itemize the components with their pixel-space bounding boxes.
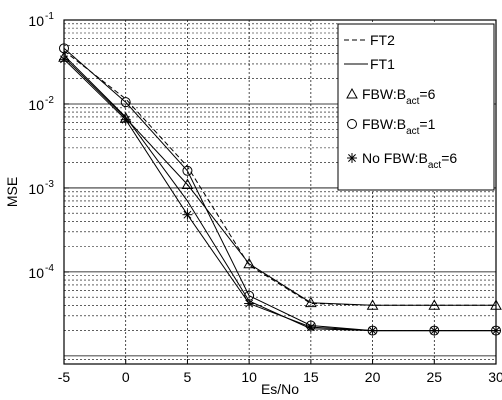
star-marker: [120, 114, 131, 125]
x-tick-label: 0: [122, 369, 130, 385]
legend-box: [337, 23, 495, 191]
y-tick-exponent: -1: [45, 11, 54, 22]
star-stroke: [121, 115, 130, 124]
y-axis-label: MSE: [4, 177, 20, 207]
legend-label: FT1: [370, 56, 395, 72]
x-tick-label: 10: [241, 369, 257, 385]
series-line: [63, 56, 496, 306]
star-stroke: [306, 323, 315, 332]
star-stroke: [430, 326, 439, 335]
y-tick-exponent: -3: [45, 179, 54, 190]
legend-label: FT2: [370, 32, 395, 48]
triangle-marker: [181, 178, 194, 189]
series-no-fbw-b-act-6: [59, 54, 501, 336]
star-stroke: [183, 210, 192, 219]
circle-marker: [182, 165, 193, 176]
x-tick-label: 15: [303, 369, 319, 385]
circle-marker: [347, 119, 357, 129]
triangle-marker: [305, 296, 317, 308]
legend-item: FBW:Bact=1: [347, 116, 436, 137]
legend-item: No FBW:Bact=6: [347, 150, 457, 171]
triangle-marker: [428, 299, 441, 310]
y-tick-label: 10: [28, 181, 44, 197]
star-marker: [429, 325, 440, 336]
legend-item: FBW:Bact=6: [346, 86, 436, 107]
star-marker: [367, 325, 378, 336]
star-stroke: [348, 154, 356, 162]
triangle-marker: [346, 87, 358, 99]
x-tick-label: 25: [426, 369, 442, 385]
x-tick-label: 5: [184, 369, 192, 385]
x-tick-label: 30: [488, 369, 502, 385]
star-stroke: [368, 326, 377, 335]
star-marker: [347, 153, 357, 163]
star-marker: [305, 322, 316, 333]
series-line: [63, 58, 496, 332]
triangle-marker: [366, 299, 379, 310]
legend-label: No FBW:Bact=6: [362, 150, 457, 171]
y-tick-exponent: -2: [45, 95, 54, 106]
star-stroke: [245, 299, 254, 308]
x-tick-label: 20: [365, 369, 381, 385]
plot-frame: [63, 19, 497, 365]
series-layer: [58, 43, 502, 336]
y-tick-label: 10: [28, 265, 44, 281]
legend: FT2 FT1 FBW:Bact=6 FBW:Bact=1 No FBW:Bact=6: [337, 23, 495, 191]
legend-item: FT1: [344, 56, 395, 72]
x-axis-label: Es/No: [261, 381, 299, 397]
x-tick-label: -5: [58, 369, 71, 385]
legend-item: FT2: [344, 32, 395, 48]
star-marker: [244, 298, 255, 309]
legend-label: FBW:Bact=1: [362, 116, 436, 137]
y-tick-label: 10: [28, 13, 44, 29]
legend-label: FBW:Bact=6: [362, 86, 436, 107]
star-marker: [182, 209, 193, 220]
y-tick-label: 10: [28, 97, 44, 113]
y-tick-exponent: -4: [45, 263, 54, 274]
triangle-marker: [243, 257, 255, 269]
circle-marker: [120, 97, 131, 108]
